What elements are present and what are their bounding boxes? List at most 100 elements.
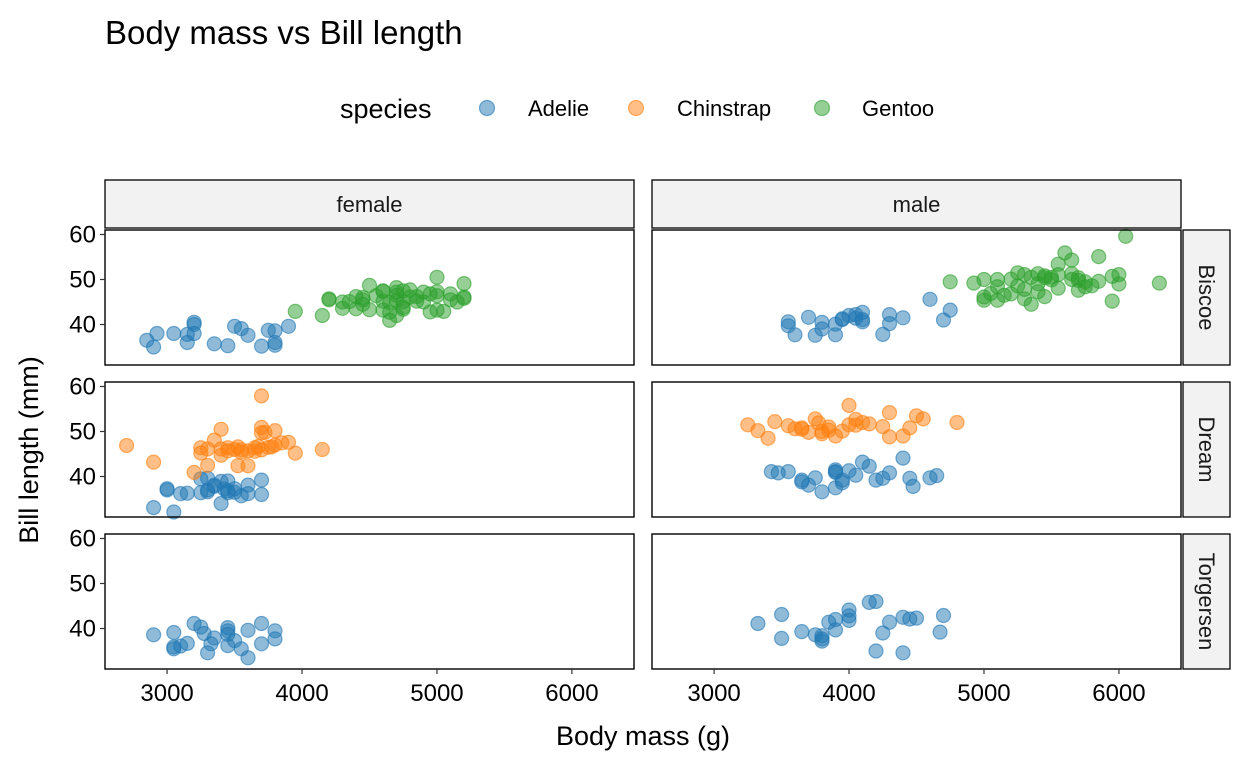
point-adelie <box>800 309 817 325</box>
point-gentoo <box>1070 282 1087 298</box>
point-gentoo <box>287 303 303 319</box>
point-chinstrap <box>253 388 270 404</box>
panel-torgersen-male <box>651 533 1182 670</box>
point-chinstrap <box>915 411 931 427</box>
point-adelie <box>834 312 850 328</box>
point-chinstrap <box>287 445 303 461</box>
strip-torgersen-box <box>1182 533 1231 670</box>
strip-female-box <box>104 179 635 229</box>
strip-dream-box <box>1182 381 1231 518</box>
point-gentoo <box>375 283 391 299</box>
x-tick-label: 5000 <box>957 680 1010 707</box>
strip-label-biscoe: Biscoe <box>1194 264 1219 330</box>
point-adelie <box>206 336 222 352</box>
y-tick-label: 50 <box>69 267 96 294</box>
point-adelie <box>935 607 952 624</box>
point-adelie <box>929 468 945 484</box>
point-adelie <box>253 615 270 632</box>
point-gentoo <box>942 274 958 290</box>
y-tick-label: 60 <box>69 222 96 249</box>
point-gentoo <box>456 276 472 292</box>
point-adelie <box>814 484 830 500</box>
point-gentoo <box>395 301 411 317</box>
point-gentoo <box>1104 293 1120 309</box>
point-adelie <box>827 611 844 628</box>
point-adelie <box>787 327 803 343</box>
point-adelie <box>794 623 810 640</box>
point-chinstrap <box>949 414 965 431</box>
point-adelie <box>773 630 790 647</box>
legend: species Adelie Chinstrap Gentoo <box>340 94 934 124</box>
point-gentoo <box>1050 256 1066 272</box>
point-adelie <box>773 606 790 623</box>
legend-title: species <box>340 94 432 124</box>
point-adelie <box>895 645 911 661</box>
strip-label-male: male <box>893 192 941 217</box>
point-adelie <box>854 314 871 330</box>
point-adelie <box>868 593 884 610</box>
x-tick-label: 3000 <box>687 680 740 707</box>
point-gentoo <box>1043 269 1060 285</box>
strip-label-dream: Dream <box>1194 416 1219 482</box>
point-chinstrap <box>760 430 776 446</box>
panel-dream-female <box>104 381 635 520</box>
point-adelie <box>159 481 175 497</box>
point-chinstrap <box>193 440 209 456</box>
point-adelie <box>875 625 891 641</box>
point-adelie <box>848 467 864 483</box>
point-gentoo <box>1064 252 1080 268</box>
point-adelie <box>794 474 810 490</box>
y-tick-label: 40 <box>69 464 96 491</box>
point-gentoo <box>1151 275 1168 291</box>
panel-background <box>652 382 1181 517</box>
point-adelie <box>895 310 911 326</box>
point-adelie <box>267 323 283 339</box>
point-adelie <box>942 302 958 318</box>
point-adelie <box>814 631 830 647</box>
point-gentoo <box>429 288 445 304</box>
panel-torgersen-female <box>104 533 635 670</box>
point-adelie <box>868 643 884 659</box>
legend-key-gentoo <box>813 99 831 117</box>
point-chinstrap <box>213 421 229 437</box>
row-strips: Biscoe Dream Torgersen <box>1182 229 1231 670</box>
panel-border <box>104 381 635 518</box>
point-chinstrap <box>200 457 216 473</box>
point-chinstrap <box>861 416 877 432</box>
panel-dream-male <box>651 381 1182 518</box>
x-axis-label: Body mass (g) <box>556 721 730 751</box>
chart-title: Body mass vs Bill length <box>105 14 463 51</box>
column-strips: female male <box>104 179 1182 229</box>
point-chinstrap <box>146 454 162 470</box>
point-adelie <box>240 622 256 638</box>
point-gentoo <box>976 292 992 308</box>
panel-border <box>651 533 1182 670</box>
point-adelie <box>267 337 283 353</box>
point-adelie <box>220 485 236 501</box>
point-adelie <box>146 500 162 516</box>
x-tick-label: 6000 <box>545 680 598 707</box>
point-chinstrap <box>841 397 857 413</box>
legend-key-adelie <box>478 99 496 117</box>
point-adelie <box>827 464 844 480</box>
point-gentoo <box>429 269 445 285</box>
y-tick-label: 40 <box>69 616 96 643</box>
point-chinstrap <box>881 405 898 421</box>
point-adelie <box>267 631 283 647</box>
legend-label-adelie: Adelie <box>528 96 589 121</box>
panels <box>104 228 1182 670</box>
point-adelie <box>146 339 162 355</box>
point-chinstrap <box>767 414 783 430</box>
strip-male-box <box>651 179 1182 229</box>
point-gentoo <box>456 289 472 305</box>
point-gentoo <box>1118 228 1134 244</box>
point-chinstrap <box>267 437 283 453</box>
point-chinstrap <box>902 420 918 436</box>
x-axes: 3000 4000 5000 6000 3000 4000 5000 6000 <box>140 669 1146 707</box>
point-chinstrap <box>848 417 864 433</box>
panel-border <box>651 229 1182 366</box>
point-adelie <box>905 478 921 494</box>
point-adelie <box>179 635 195 652</box>
y-tick-label: 60 <box>69 374 96 401</box>
